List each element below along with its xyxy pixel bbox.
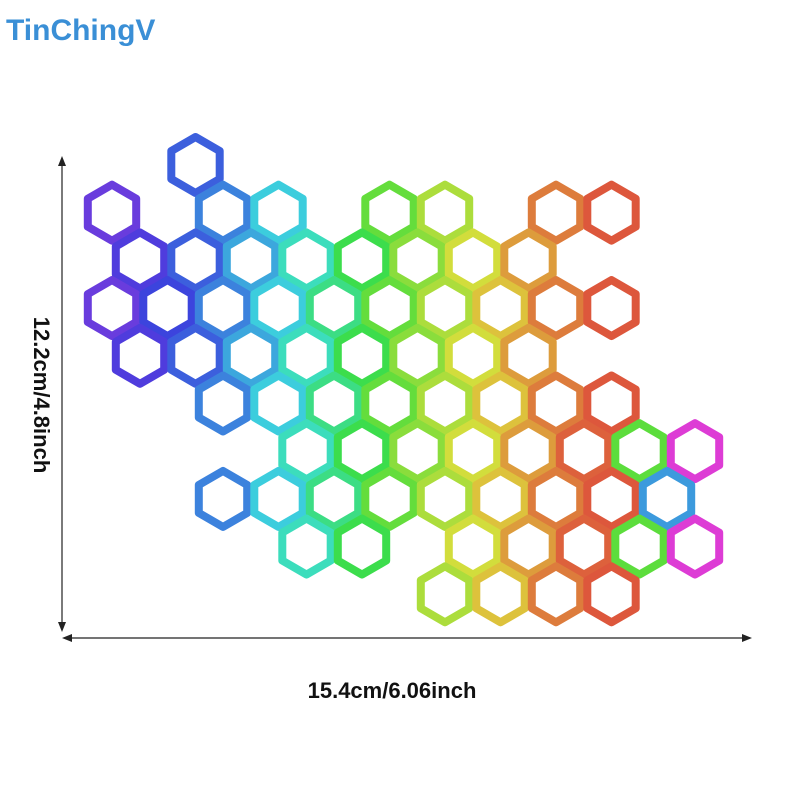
hexagon bbox=[527, 180, 585, 245]
hexagon bbox=[167, 228, 224, 293]
hexagon bbox=[444, 514, 502, 579]
height-label: 12.2cm/4.8inch bbox=[29, 317, 54, 474]
hexagon bbox=[222, 323, 280, 388]
hexagon bbox=[333, 514, 391, 579]
hexagon bbox=[250, 466, 307, 531]
hexagon bbox=[305, 371, 363, 436]
hexagon bbox=[361, 276, 418, 341]
hexagon bbox=[500, 514, 557, 579]
hexagon bbox=[305, 466, 363, 531]
hexagon bbox=[527, 562, 585, 627]
hexagon bbox=[416, 180, 474, 245]
hexagon bbox=[333, 323, 391, 388]
hexagon bbox=[416, 466, 474, 531]
hexagon bbox=[389, 419, 446, 484]
hexagon bbox=[250, 276, 307, 341]
hexagon bbox=[444, 419, 502, 484]
hexagon-sticker bbox=[83, 133, 724, 627]
hexagon bbox=[666, 419, 724, 484]
hexagon bbox=[305, 276, 363, 341]
hexagon bbox=[167, 133, 224, 197]
width-label: 15.4cm/6.06inch bbox=[308, 678, 477, 703]
hexagon bbox=[472, 371, 529, 436]
hexagon bbox=[333, 228, 391, 293]
hexagon bbox=[278, 419, 335, 484]
hexagon bbox=[361, 466, 418, 531]
hexagon bbox=[361, 371, 418, 436]
brand: TinChingV bbox=[6, 14, 155, 47]
hexagon bbox=[583, 180, 640, 245]
hexagon bbox=[167, 323, 224, 388]
hexagon bbox=[583, 466, 640, 531]
hexagon bbox=[500, 323, 557, 388]
hexagon bbox=[666, 514, 724, 579]
hexagon bbox=[583, 276, 640, 341]
hexagon bbox=[278, 323, 335, 388]
hexagon bbox=[111, 228, 169, 293]
hexagon bbox=[444, 323, 502, 388]
hexagon bbox=[389, 323, 446, 388]
hexagon bbox=[111, 323, 169, 388]
hexagon bbox=[389, 228, 446, 293]
hexagon bbox=[555, 419, 613, 484]
hexagon bbox=[416, 562, 474, 627]
hexagon bbox=[194, 371, 252, 436]
hexagon bbox=[278, 514, 335, 579]
hexagon bbox=[583, 371, 640, 436]
dimension-lines bbox=[58, 156, 752, 642]
hexagon bbox=[139, 276, 196, 341]
hexagon bbox=[416, 371, 474, 436]
hexagon bbox=[83, 276, 141, 341]
hexagon bbox=[333, 419, 391, 484]
hexagon bbox=[222, 228, 280, 293]
hexagon bbox=[638, 466, 696, 531]
hexagon bbox=[194, 466, 252, 531]
hexagon bbox=[361, 180, 418, 245]
hexagon bbox=[527, 276, 585, 341]
hexagon bbox=[278, 228, 335, 293]
hexagon bbox=[194, 180, 252, 245]
hexagon bbox=[250, 371, 307, 436]
hexagon bbox=[527, 466, 585, 531]
hexagon bbox=[472, 562, 529, 627]
hexagon bbox=[83, 180, 141, 245]
hexagon bbox=[500, 228, 557, 293]
hexagon bbox=[583, 562, 640, 627]
hexagon bbox=[444, 228, 502, 293]
hexagon bbox=[527, 371, 585, 436]
hexagon bbox=[500, 419, 557, 484]
hexagon bbox=[611, 419, 668, 484]
hexagon bbox=[611, 514, 668, 579]
hexagon bbox=[555, 514, 613, 579]
hexagon bbox=[416, 276, 474, 341]
hexagon bbox=[472, 466, 529, 531]
hexagon bbox=[194, 276, 252, 341]
hexagon bbox=[250, 180, 307, 245]
hexagon bbox=[472, 276, 529, 341]
